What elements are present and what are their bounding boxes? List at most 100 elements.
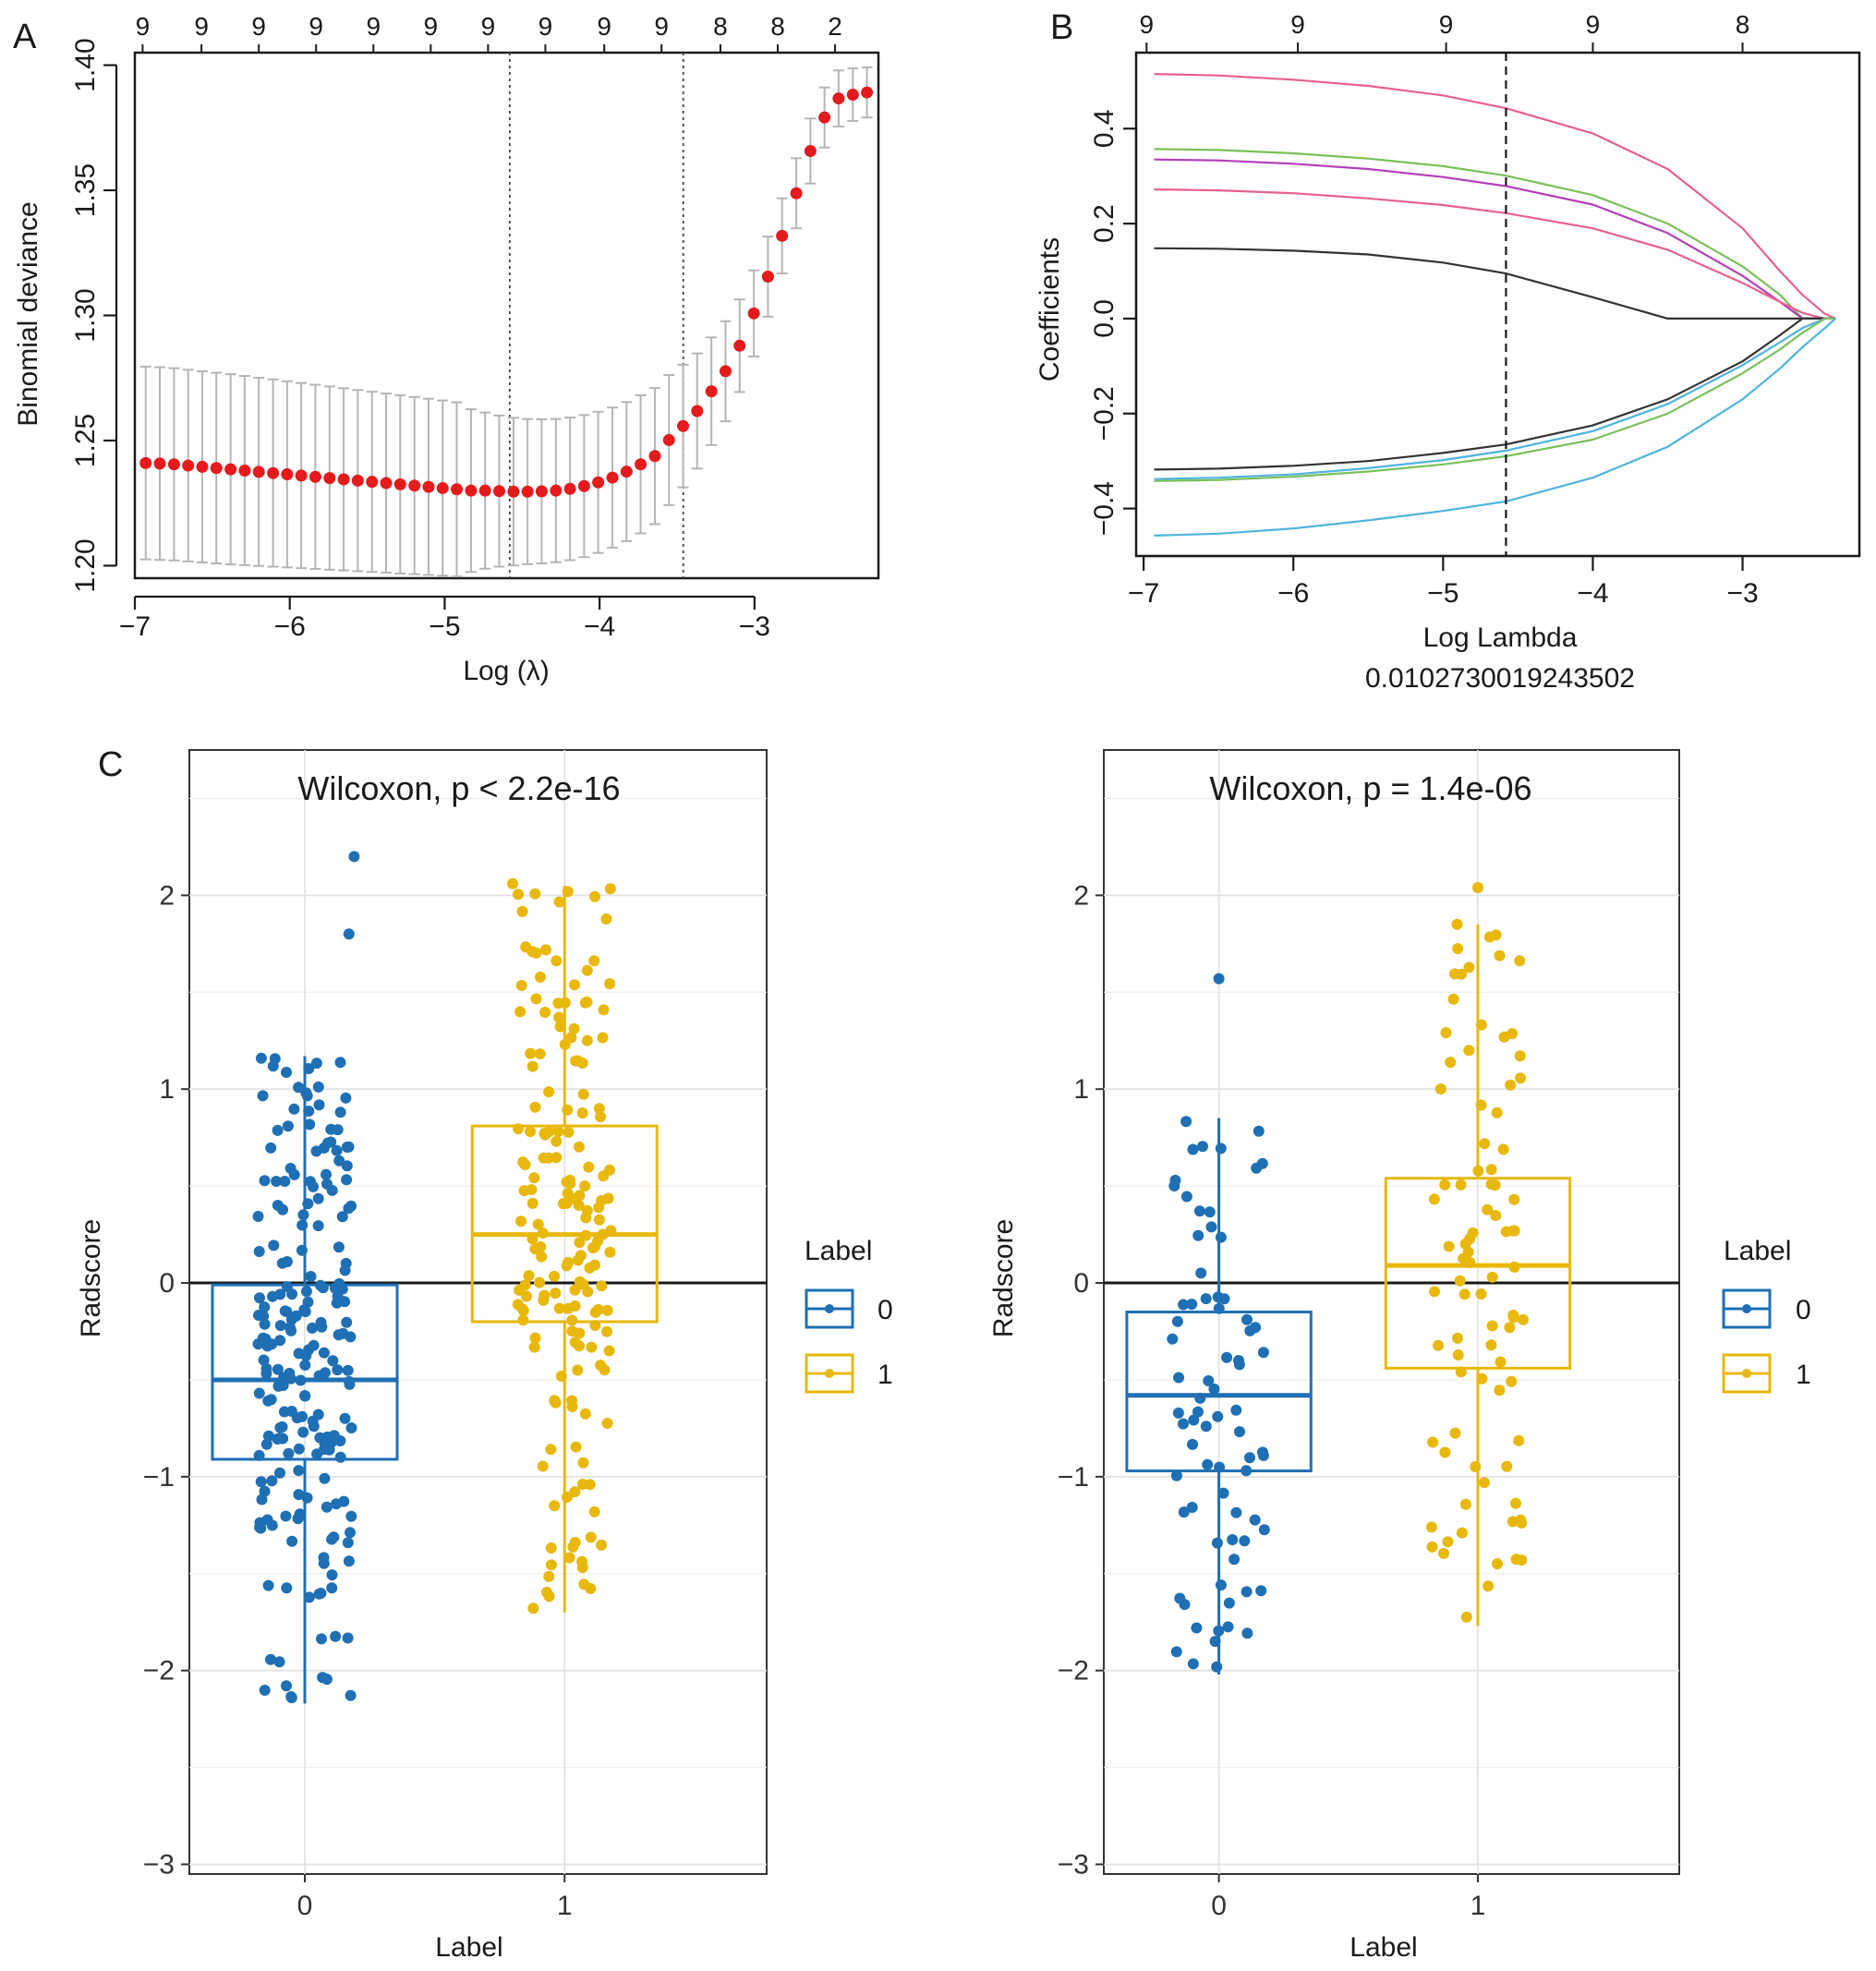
jitter-point-0 (334, 1106, 346, 1119)
jitter-point-0 (333, 1241, 345, 1253)
y-tick-label: 0.4 (1089, 109, 1120, 148)
deviance-point (662, 433, 675, 446)
jitter-point-1 (1428, 1193, 1440, 1205)
deviance-point (465, 484, 478, 497)
deviance-point (818, 111, 831, 124)
jitter-point-1 (584, 1479, 596, 1491)
deviance-point (380, 477, 393, 490)
jitter-point-0 (321, 1674, 333, 1686)
jitter-point-0 (313, 1588, 325, 1600)
jitter-point-0 (272, 1363, 284, 1375)
jitter-point-1 (1462, 1246, 1474, 1258)
deviance-point (196, 460, 209, 473)
box-group-1 (1384, 924, 1572, 1626)
jitter-point-0 (262, 1430, 274, 1442)
jitter-point-0 (281, 1067, 292, 1078)
jitter-point-1 (1485, 1339, 1497, 1351)
jitter-point-0 (1178, 1299, 1190, 1311)
jitter-point-0 (301, 1492, 313, 1504)
jitter-point-0 (259, 1175, 271, 1187)
jitter-point-0 (340, 1257, 352, 1269)
jitter-point-1 (561, 1197, 573, 1209)
jitter-point-1 (1434, 1083, 1446, 1094)
jitter-point-0 (268, 1239, 280, 1252)
jitter-point-0 (274, 1288, 286, 1300)
jitter-point-1 (1439, 1179, 1451, 1191)
deviance-point (478, 484, 491, 497)
deviance-point (790, 187, 803, 200)
x-tick-label: 0 (1211, 1891, 1227, 1921)
top-axis-label: 9 (539, 12, 553, 41)
top-axis-label: 9 (194, 12, 209, 41)
jitter-point-0 (1218, 1293, 1230, 1305)
jitter-point-1 (1500, 1226, 1512, 1238)
jitter-point-0 (1180, 1116, 1192, 1128)
panel-a-x-axis: −7 −6 −5 −4 −3 (119, 595, 770, 642)
deviance-point (620, 466, 633, 478)
deviance-point (592, 476, 605, 489)
jitter-point-1 (1508, 1193, 1520, 1205)
y-tick-label: 1.40 (70, 38, 101, 91)
jitter-point-1 (1508, 1261, 1520, 1273)
coefficient-path-coef9 (1154, 318, 1836, 537)
jitter-point-0 (299, 1390, 311, 1402)
deviance-point (776, 229, 789, 242)
x-tick-label: −7 (119, 611, 151, 642)
jitter-point-1 (1495, 1356, 1507, 1368)
jitter-point-1 (579, 997, 591, 1009)
jitter-point-1 (566, 1395, 578, 1407)
jitter-point-0 (316, 1321, 328, 1333)
jitter-point-1 (596, 1280, 608, 1292)
jitter-point-0 (321, 1501, 333, 1513)
jitter-point-1 (586, 1341, 598, 1353)
jitter-point-0 (1203, 1375, 1215, 1386)
top-axis-label: 9 (136, 12, 151, 41)
deviance-point (450, 483, 463, 496)
deviance-point (550, 484, 563, 497)
jitter-point-0 (293, 1465, 305, 1477)
jitter-point-0 (290, 1310, 302, 1322)
jitter-point-0 (277, 1203, 288, 1215)
deviance-point (295, 469, 308, 482)
jitter-point-1 (1492, 1558, 1503, 1570)
jitter-point-1 (1479, 1138, 1491, 1150)
jitter-point-0 (297, 1209, 309, 1221)
jitter-point-0 (288, 1168, 300, 1180)
jitter-point-0 (1244, 1324, 1256, 1336)
panel-a-points (139, 86, 874, 498)
jitter-point-0 (1213, 1302, 1225, 1314)
jitter-point-1 (555, 1371, 567, 1382)
jitter-point-0 (297, 1410, 308, 1422)
jitter-point-1 (1485, 1164, 1497, 1176)
deviance-point (393, 478, 406, 490)
jitter-point-1 (1429, 1286, 1440, 1298)
jitter-point-0 (1186, 1502, 1198, 1513)
y-tick-label: 1.35 (70, 163, 101, 217)
panel-c-letter: C (98, 745, 123, 784)
jitter-point-1 (1460, 1611, 1472, 1623)
jitter-point-1 (604, 978, 616, 990)
panel-c2-legend-title: Label (1724, 1236, 1791, 1266)
jitter-point-0 (298, 1304, 310, 1316)
deviance-point (182, 459, 195, 472)
panel-b-lines (1154, 73, 1836, 537)
jitter-point-1 (1515, 1072, 1526, 1084)
jitter-point-0 (1197, 1141, 1208, 1153)
jitter-point-1 (1426, 1541, 1438, 1553)
jitter-point-1 (598, 1004, 610, 1016)
x-tick-label: 1 (557, 1891, 573, 1921)
jitter-point-0 (1228, 1554, 1241, 1566)
top-axis-label: 9 (1586, 10, 1601, 39)
jitter-point-0 (253, 1387, 265, 1399)
jitter-point-0 (327, 1355, 339, 1367)
jitter-point-0 (1215, 1143, 1227, 1155)
top-axis-label: 9 (1439, 10, 1454, 39)
jitter-point-0 (1214, 1461, 1226, 1473)
jitter-point-1 (1443, 1240, 1455, 1252)
y-tick-label: −3 (143, 1850, 175, 1880)
panel-c2: −3 −2 −1 0 1 2 0 1 Wilcoxon, p = 1.4e-06 Label … (988, 749, 1811, 1963)
jitter-point-0 (293, 1489, 305, 1501)
jitter-point-1 (553, 1302, 565, 1314)
jitter-point-1 (1490, 1210, 1502, 1221)
jitter-point-1 (562, 1188, 574, 1200)
